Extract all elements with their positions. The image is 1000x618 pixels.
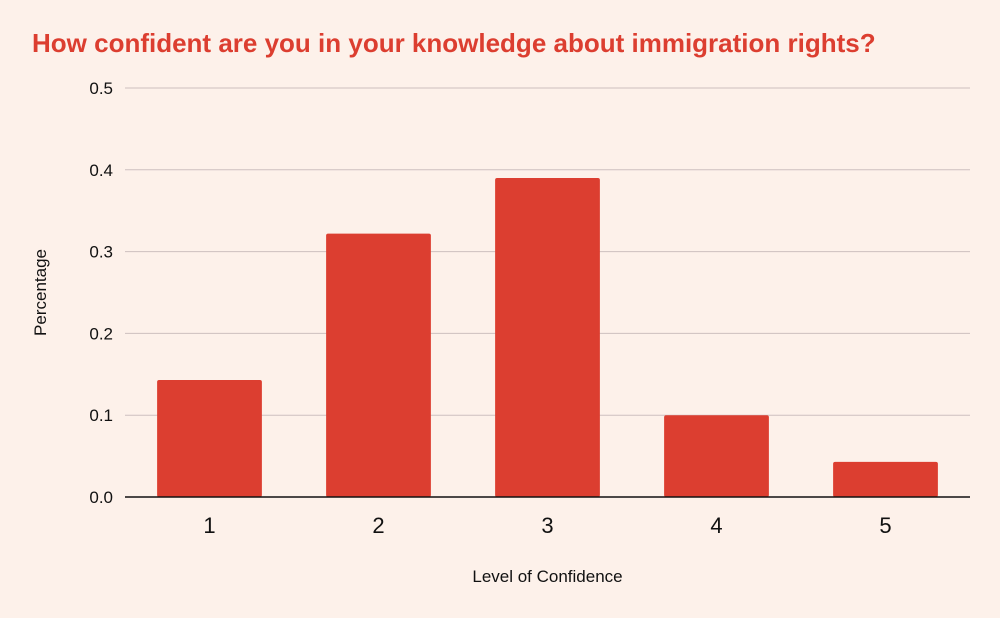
x-tick-label: 1	[203, 513, 215, 538]
chart-title: How confident are you in your knowledge …	[32, 28, 876, 58]
bar-4	[664, 415, 769, 497]
y-tick-label: 0.1	[89, 406, 113, 425]
y-tick-label: 0.2	[89, 324, 113, 343]
bars	[157, 177, 938, 498]
y-tick-label: 0.5	[89, 79, 113, 98]
x-tick-label: 3	[541, 513, 553, 538]
y-axis-label: Percentage	[31, 249, 50, 336]
bar-2	[326, 233, 431, 497]
y-tick-label: 0.3	[89, 243, 113, 262]
x-tick-label: 4	[710, 513, 722, 538]
y-tick-label: 0.0	[89, 488, 113, 507]
x-axis-label: Level of Confidence	[472, 567, 622, 586]
x-tick-label: 5	[879, 513, 891, 538]
y-tick-labels: 0.0 0.1 0.2 0.3 0.4 0.5	[89, 79, 113, 507]
bar-3	[495, 177, 600, 498]
y-tick-label: 0.4	[89, 161, 113, 180]
x-tick-labels: 1 2 3 4 5	[203, 513, 891, 538]
bar-5	[833, 461, 938, 497]
x-tick-label: 2	[372, 513, 384, 538]
bar-1	[157, 380, 262, 497]
